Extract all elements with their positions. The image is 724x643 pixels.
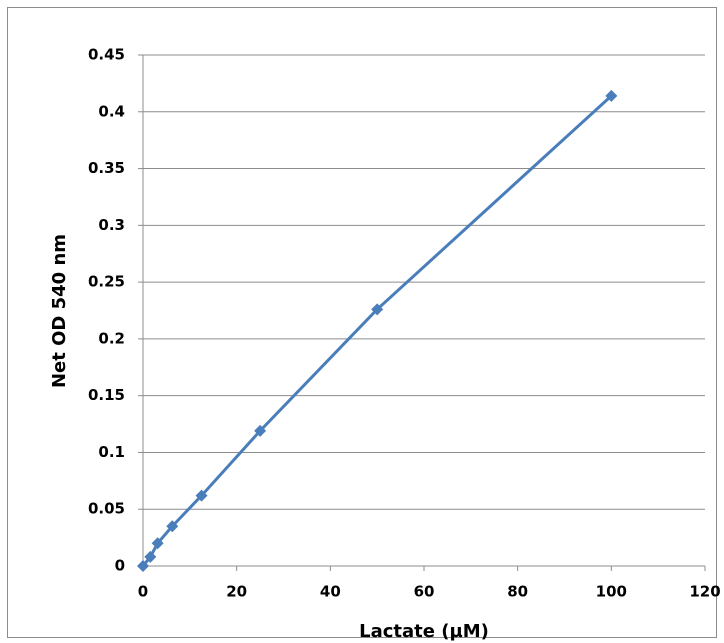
- x-tick-label: 80: [507, 583, 528, 601]
- y-tick-label: 0.25: [88, 273, 125, 291]
- marker: [151, 537, 164, 550]
- y-tick-label: 0.45: [88, 46, 125, 64]
- x-tick-label: 120: [689, 583, 720, 601]
- x-tick-label: 0: [138, 583, 148, 601]
- marker: [144, 550, 157, 563]
- marker: [137, 560, 149, 572]
- y-tick-label: 0.1: [98, 443, 125, 461]
- y-tick-label: 0.4: [98, 102, 125, 120]
- marker: [195, 489, 208, 502]
- x-axis-title: Lactate (µM): [359, 621, 489, 642]
- marker: [371, 303, 384, 316]
- y-axis-title: Net OD 540 nm: [49, 234, 70, 388]
- y-tick-label: 0.35: [88, 159, 125, 177]
- y-tick-label: 0.3: [98, 216, 125, 234]
- marker: [605, 89, 618, 102]
- y-tick-label: 0.05: [88, 500, 125, 518]
- x-tick-label: 20: [226, 583, 247, 601]
- y-tick-label: 0: [115, 557, 125, 575]
- y-tick-label: 0.15: [88, 386, 125, 404]
- y-tick-label: 0.2: [98, 329, 125, 347]
- marker: [254, 424, 267, 437]
- chart-frame: [7, 7, 717, 638]
- x-tick-label: 60: [414, 583, 435, 601]
- x-tick-label: 100: [596, 583, 627, 601]
- x-tick-label: 40: [320, 583, 341, 601]
- marker: [166, 520, 179, 533]
